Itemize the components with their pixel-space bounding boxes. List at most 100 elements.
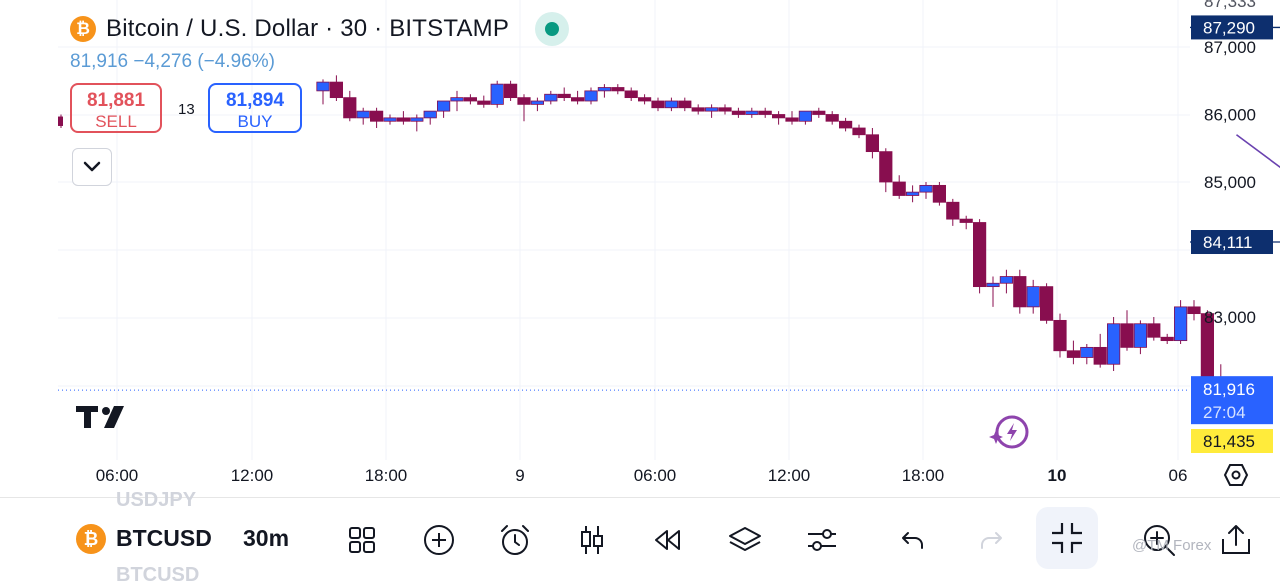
candle-body: [477, 100, 491, 105]
candle: [1133, 320, 1147, 355]
candle: [906, 185, 920, 203]
candle-body: [396, 117, 411, 122]
layers-icon[interactable]: [725, 520, 765, 560]
candle-body: [1080, 346, 1094, 358]
candle: [986, 276, 1000, 307]
time-label: 06:00: [96, 466, 139, 485]
chart-header: ₿ Bitcoin / U.S. Dollar · 30 · BITSTAMP: [70, 12, 570, 46]
candle: [410, 114, 424, 132]
candle: [450, 90, 464, 112]
collapse-button[interactable]: [72, 148, 112, 186]
candle: [718, 104, 732, 115]
candle: [999, 269, 1014, 294]
candle-body: [463, 97, 478, 102]
undo-icon[interactable]: [893, 520, 933, 560]
buy-price: 81,894: [225, 90, 285, 111]
buy-button[interactable]: 81,894 BUY: [208, 83, 302, 133]
time-label: 12:00: [231, 466, 274, 485]
layout-icon[interactable]: [342, 520, 382, 560]
candle-body: [705, 107, 719, 112]
candle: [1066, 340, 1080, 365]
candle-body: [329, 81, 344, 99]
bitcoin-icon: ₿: [70, 16, 96, 42]
candles-icon[interactable]: [572, 520, 612, 560]
bar-countdown: 27:04: [1203, 403, 1246, 422]
sell-button[interactable]: 81,881 SELL: [70, 83, 162, 133]
chevron-down-icon: [83, 161, 101, 172]
symbol-selector[interactable]: BTCUSD: [116, 525, 212, 551]
candle-body: [343, 97, 357, 119]
candle: [959, 215, 973, 230]
candle: [892, 175, 906, 199]
candle: [557, 87, 571, 101]
stop-price-label: 81,435: [1203, 432, 1255, 451]
replay-icon[interactable]: [648, 520, 688, 560]
candle: [785, 111, 799, 125]
candle-body: [571, 97, 585, 102]
alarm-icon[interactable]: [495, 520, 535, 560]
share-icon[interactable]: [1216, 520, 1256, 560]
horizontal-levels[interactable]: [1190, 26, 1280, 243]
candle-body: [369, 110, 384, 122]
candle: [423, 110, 437, 125]
candle: [369, 107, 384, 128]
price-label: 85,000: [1204, 173, 1256, 192]
candle: [664, 97, 679, 112]
candle-body: [1107, 323, 1121, 365]
candle-body: [1013, 276, 1027, 308]
time-axis[interactable]: 06:00 12:00 18:00 9 06:00 12:00 18:00 10 06: [96, 466, 1188, 485]
price-tag: [1191, 230, 1273, 255]
candle-body: [450, 97, 464, 102]
price-change: 81,916 −4,276 (−4.96%): [70, 51, 275, 72]
market-status[interactable]: [535, 12, 570, 46]
candle: [638, 94, 652, 105]
candle-body: [490, 83, 504, 105]
candle-body: [1053, 319, 1067, 352]
candle-body: [1026, 286, 1040, 308]
zoom-in-icon[interactable]: [1139, 520, 1179, 560]
candle-body: [798, 110, 813, 122]
candle-body: [1120, 323, 1134, 348]
indicators-icon[interactable]: [802, 520, 842, 560]
candle: [1187, 300, 1201, 321]
candle: [758, 107, 772, 118]
candle: [503, 80, 518, 101]
candle: [396, 111, 411, 125]
interval-selector[interactable]: 30m: [243, 525, 290, 551]
candle-body: [423, 110, 437, 119]
candle-body: [946, 201, 960, 220]
tradingview-logo[interactable]: [76, 406, 124, 428]
candle: [839, 117, 853, 132]
candle-body: [852, 127, 866, 136]
candle: [58, 114, 63, 128]
candle: [1026, 279, 1040, 314]
candle-body: [356, 110, 370, 119]
candle: [865, 128, 880, 159]
symbol-title[interactable]: Bitcoin / U.S. Dollar · 30 · BITSTAMP: [106, 15, 510, 42]
lightning-icon[interactable]: [989, 415, 1029, 449]
candle-body: [1147, 323, 1161, 338]
buy-label: BUY: [237, 112, 273, 131]
candle-body: [1133, 323, 1147, 348]
candle-body: [785, 117, 799, 122]
candle: [584, 87, 598, 105]
settings-icon[interactable]: [1223, 464, 1249, 486]
candle-body: [1174, 306, 1188, 342]
candle-body: [383, 117, 397, 122]
candle: [611, 84, 625, 95]
price-axis[interactable]: 87,333 87,000 86,000 85,000 83,000 87,290 84,1…: [1191, 0, 1273, 453]
candle: [571, 90, 585, 105]
candle: [1120, 310, 1134, 351]
current-price-label: 81,916: [1203, 380, 1255, 399]
fullscreen-exit-button[interactable]: [1036, 507, 1098, 569]
candle-body: [638, 97, 652, 102]
add-icon[interactable]: [419, 520, 459, 560]
candle-body: [986, 282, 1000, 288]
candle: [1174, 300, 1188, 344]
redo-icon[interactable]: [971, 520, 1011, 560]
time-label: 18:00: [902, 466, 945, 485]
candle-body: [1187, 306, 1201, 315]
candle: [343, 90, 357, 122]
candle: [731, 107, 746, 118]
